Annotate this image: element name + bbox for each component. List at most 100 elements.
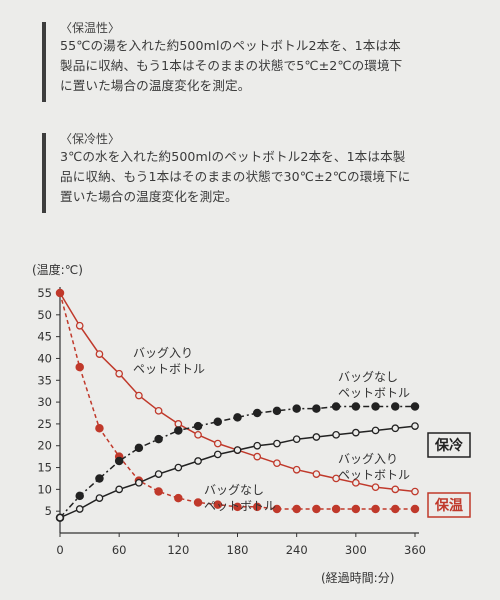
series-label: バッグ入りペットボトル bbox=[338, 452, 410, 482]
data-point bbox=[391, 485, 400, 494]
series-label: バッグなしペットボトル bbox=[338, 370, 410, 400]
text-line: 置いた場合の温度変化を測定。 bbox=[60, 189, 238, 204]
data-point bbox=[253, 452, 262, 461]
data-point bbox=[273, 439, 281, 448]
data-point bbox=[75, 321, 84, 330]
data-point bbox=[233, 413, 242, 422]
data-point bbox=[213, 439, 222, 448]
text-line: 製品に収納、もう1本はそのままの状態で5℃±2℃の環境下 bbox=[60, 58, 403, 73]
y-tick-label: 35 bbox=[37, 373, 52, 387]
data-point bbox=[174, 426, 183, 435]
section-heading: 〈保冷性〉 bbox=[60, 132, 121, 146]
data-point bbox=[193, 421, 203, 431]
series-label-line: ペットボトル bbox=[338, 386, 410, 400]
y-tick-label: 30 bbox=[37, 395, 52, 409]
data-point bbox=[292, 504, 301, 514]
cold-retention-section: 〈保冷性〉 3℃の水を入れた約500mlのペットボトル2本を、1本は本製 品に収… bbox=[42, 131, 482, 213]
data-point bbox=[154, 487, 163, 496]
data-point bbox=[213, 500, 223, 509]
data-point bbox=[95, 494, 104, 502]
warm-retention-section: 〈保温性〉 55℃の湯を入れた約500mlのペットボトル2本を、1本は本 製品に… bbox=[42, 20, 482, 102]
x-tick-label: 360 bbox=[404, 543, 426, 557]
data-point bbox=[115, 369, 124, 378]
y-tick-label: 55 bbox=[37, 286, 52, 300]
data-point bbox=[233, 446, 242, 454]
data-point bbox=[331, 504, 341, 514]
data-point bbox=[135, 478, 143, 487]
text-line: 55℃の湯を入れた約500mlのペットボトル2本を、1本は本 bbox=[60, 38, 401, 53]
data-point bbox=[233, 502, 242, 512]
data-point bbox=[252, 502, 262, 512]
y-tick-label: 25 bbox=[37, 417, 52, 431]
data-point bbox=[410, 402, 420, 411]
data-point bbox=[193, 498, 203, 507]
data-point bbox=[351, 428, 360, 437]
data-point bbox=[114, 456, 124, 466]
data-point bbox=[56, 513, 64, 522]
data-point bbox=[253, 441, 262, 450]
data-point bbox=[411, 487, 419, 496]
data-point bbox=[134, 443, 144, 453]
series-label-line: バッグ入り bbox=[338, 452, 398, 466]
y-tick-label: 40 bbox=[37, 351, 52, 365]
group-label-box bbox=[427, 492, 471, 518]
data-point bbox=[272, 406, 282, 416]
data-point bbox=[371, 504, 380, 514]
data-point bbox=[154, 434, 163, 444]
data-point bbox=[292, 404, 301, 413]
x-tick-label: 240 bbox=[286, 543, 308, 557]
group-label-text: 保冷 bbox=[434, 437, 463, 454]
data-point bbox=[331, 402, 341, 411]
data-point bbox=[135, 391, 143, 400]
data-point bbox=[312, 433, 321, 441]
data-point bbox=[371, 483, 380, 492]
data-point bbox=[174, 420, 183, 428]
section-text: 3℃の水を入れた約500mlのペットボトル2本を、1本は本製 品に収納、もう1本… bbox=[60, 147, 482, 207]
data-point bbox=[174, 493, 183, 503]
group-label-text: 保温 bbox=[434, 497, 463, 514]
y-axis-label: (温度:℃) bbox=[32, 262, 83, 277]
data-point bbox=[371, 426, 380, 435]
data-point bbox=[75, 505, 84, 513]
y-tick-label: 5 bbox=[45, 504, 52, 518]
data-point bbox=[332, 474, 340, 483]
data-point bbox=[194, 457, 202, 465]
series-label: バッグ入りペットボトル bbox=[133, 346, 205, 376]
x-tick-label: 60 bbox=[112, 543, 127, 557]
series-label-line: バッグなし bbox=[204, 483, 264, 497]
x-tick-label: 120 bbox=[167, 543, 189, 557]
data-point bbox=[410, 504, 420, 514]
data-point bbox=[213, 417, 223, 426]
data-point bbox=[273, 459, 281, 468]
y-tick-label: 20 bbox=[37, 439, 52, 453]
data-point bbox=[351, 478, 360, 487]
series-label-line: バッグなし bbox=[338, 370, 398, 384]
data-point bbox=[154, 470, 163, 478]
text-line: に置いた場合の温度変化を測定。 bbox=[60, 78, 251, 93]
section-bar bbox=[42, 22, 46, 102]
data-point bbox=[312, 504, 321, 514]
data-point bbox=[115, 485, 124, 494]
data-point bbox=[55, 288, 65, 298]
x-axis-label: (経過時間:分) bbox=[321, 571, 394, 585]
data-point bbox=[213, 450, 222, 459]
data-point bbox=[95, 424, 104, 433]
series-label-line: ペットボトル bbox=[204, 499, 276, 513]
data-point bbox=[252, 408, 262, 418]
data-point bbox=[391, 402, 400, 411]
group-label-box bbox=[427, 432, 471, 458]
data-point bbox=[292, 435, 301, 444]
data-point bbox=[312, 470, 321, 478]
y-tick-label: 50 bbox=[37, 308, 52, 322]
data-point bbox=[95, 474, 104, 483]
data-point bbox=[272, 504, 282, 514]
series-label-line: ペットボトル bbox=[338, 468, 410, 482]
data-point bbox=[75, 362, 84, 372]
section-heading: 〈保温性〉 bbox=[60, 21, 121, 35]
y-tick-label: 15 bbox=[37, 461, 52, 475]
data-point bbox=[174, 463, 183, 472]
data-point bbox=[411, 422, 419, 430]
data-point bbox=[351, 504, 361, 514]
series-label: バッグなしペットボトル bbox=[204, 483, 276, 513]
